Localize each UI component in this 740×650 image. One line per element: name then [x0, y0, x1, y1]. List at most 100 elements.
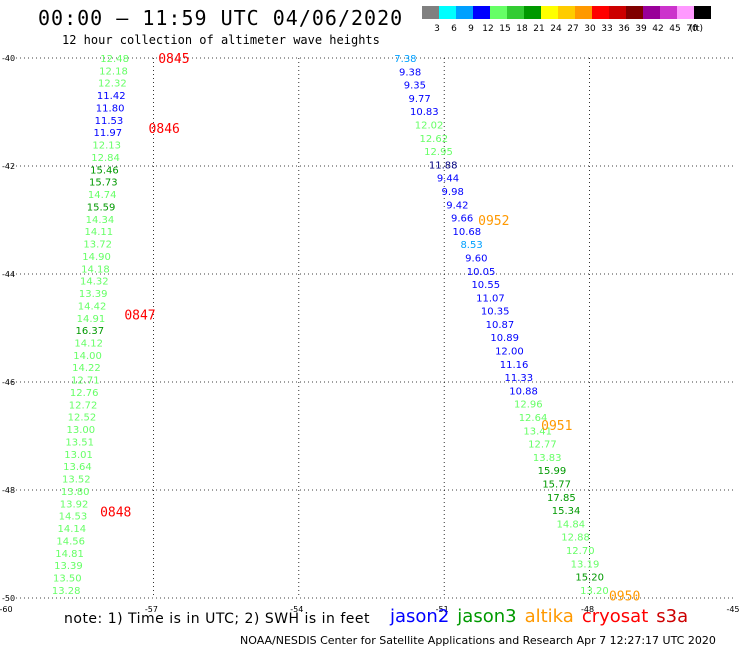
wave-height-value: 13.83 [533, 453, 562, 464]
y-tick-label: -48 [2, 486, 15, 495]
color-scale-label: 9 [468, 24, 474, 34]
wave-height-value: 13.28 [52, 586, 81, 597]
wave-height-value: 15.34 [552, 506, 581, 517]
footnote: note: 1) Time is in UTC; 2) SWH is in fe… [64, 611, 371, 627]
wave-height-value: 13.92 [60, 499, 89, 510]
satellite-legend: jason2 jason3 altika cryosat s3a [390, 606, 696, 627]
wave-height-value: 14.56 [56, 536, 85, 547]
wave-height-value: 11.88 [429, 160, 458, 171]
y-tick-label: -40 [2, 54, 15, 63]
wave-height-value: 12.77 [528, 440, 557, 451]
wave-height-value: 13.19 [571, 559, 600, 570]
color-scale-label: 3 [434, 24, 440, 34]
wave-height-value: 14.74 [88, 190, 117, 201]
wave-height-value: 15.73 [89, 178, 118, 189]
wave-height-value: 14.14 [57, 524, 86, 535]
wave-height-value: 10.05 [467, 267, 496, 278]
wave-height-value: 14.42 [78, 301, 107, 312]
wave-height-value: 11.42 [97, 91, 126, 102]
wave-height-value: 11.33 [505, 373, 534, 384]
y-tick-label: -44 [2, 270, 15, 279]
x-tick-label: -57 [145, 605, 158, 614]
color-scale-label: 42 [652, 24, 663, 34]
x-tick-label: -45 [726, 605, 739, 614]
chart-title: 00:00 – 11:59 UTC 04/06/2020 [38, 6, 404, 30]
color-swatch [575, 6, 592, 19]
time-label: 0846 [149, 122, 180, 137]
wave-height-value: 11.97 [94, 128, 123, 139]
wave-height-value: 9.98 [442, 187, 464, 198]
color-swatch [694, 6, 711, 19]
wave-height-value: 15.20 [575, 573, 604, 584]
wave-height-value: 12.13 [92, 141, 121, 152]
color-scale-label: 21 [533, 24, 544, 34]
time-label: 0950 [609, 589, 640, 604]
color-swatch [422, 6, 439, 19]
wave-height-value: 14.11 [85, 227, 114, 238]
color-swatch [507, 6, 524, 19]
wave-height-value: 12.71 [71, 376, 100, 387]
color-scale-label: 70 [686, 24, 698, 34]
wave-height-value: 13.39 [79, 289, 108, 300]
color-swatch [643, 6, 660, 19]
wave-height-value: 12.48 [100, 54, 129, 65]
wave-height-value: 12.00 [495, 347, 524, 358]
wave-height-value: 12.96 [514, 400, 543, 411]
wave-height-value: 12.88 [561, 533, 590, 544]
wave-height-value: 11.07 [476, 293, 505, 304]
color-scale-label: 30 [584, 24, 596, 34]
y-tick-label: -46 [2, 378, 15, 387]
color-scale-label: 36 [618, 24, 630, 34]
color-scale-unit: (ft) [689, 24, 703, 34]
wave-height-value: 14.53 [59, 512, 88, 523]
wave-height-value: 10.83 [410, 107, 439, 118]
x-tick-label: -60 [0, 605, 13, 614]
wave-height-value: 14.22 [72, 363, 101, 374]
credit-line: NOAA/NESDIS Center for Satellite Applica… [240, 634, 716, 647]
wave-height-value: 11.53 [95, 116, 124, 127]
time-label: 0952 [478, 214, 509, 229]
wave-height-value: 12.52 [68, 413, 97, 424]
wave-height-value: 12.84 [91, 153, 120, 164]
color-swatch [626, 6, 643, 19]
wave-height-value: 12.72 [69, 400, 98, 411]
wave-height-value: 9.60 [465, 253, 487, 264]
y-tick-label: -42 [2, 162, 15, 171]
time-label: 0951 [541, 419, 572, 434]
time-label: 0845 [158, 52, 189, 67]
wave-height-value: 7.38 [394, 54, 416, 65]
wave-height-value: 9.44 [437, 174, 459, 185]
wave-height-value: 12.64 [519, 413, 548, 424]
color-swatch [592, 6, 609, 19]
legend-item-jason2: jason2 [390, 606, 450, 627]
wave-height-value: 12.62 [419, 134, 448, 145]
wave-height-value: 13.00 [66, 425, 95, 436]
wave-height-value: 13.80 [61, 487, 90, 498]
chart-subtitle: 12 hour collection of altimeter wave hei… [62, 33, 380, 47]
color-swatch [558, 6, 575, 19]
wave-height-value: 9.38 [399, 67, 421, 78]
color-swatch [660, 6, 677, 19]
wave-height-value: 14.32 [80, 277, 109, 288]
wave-height-value: 12.95 [424, 147, 453, 158]
color-swatch [524, 6, 541, 19]
legend-item-s3a: s3a [656, 606, 689, 627]
wave-height-value: 13.64 [63, 462, 92, 473]
wave-height-value: 10.55 [471, 280, 500, 291]
wave-height-value: 14.12 [74, 339, 103, 350]
wave-height-value: 17.85 [547, 493, 576, 504]
wave-height-value: 14.84 [556, 519, 585, 530]
wave-height-value: 9.35 [404, 81, 426, 92]
wave-height-value: 13.20 [580, 586, 609, 597]
wave-height-value: 9.77 [408, 94, 430, 105]
wave-height-value: 14.34 [86, 215, 115, 226]
wave-height-value: 14.90 [82, 252, 111, 263]
color-scale-label: 27 [567, 24, 578, 34]
wave-height-value: 15.46 [90, 165, 119, 176]
wave-height-value: 12.18 [99, 66, 128, 77]
time-label: 0848 [100, 506, 131, 521]
wave-height-value: 13.39 [54, 561, 83, 572]
wave-height-value: 15.99 [538, 466, 567, 477]
wave-height-value: 13.41 [523, 426, 552, 437]
